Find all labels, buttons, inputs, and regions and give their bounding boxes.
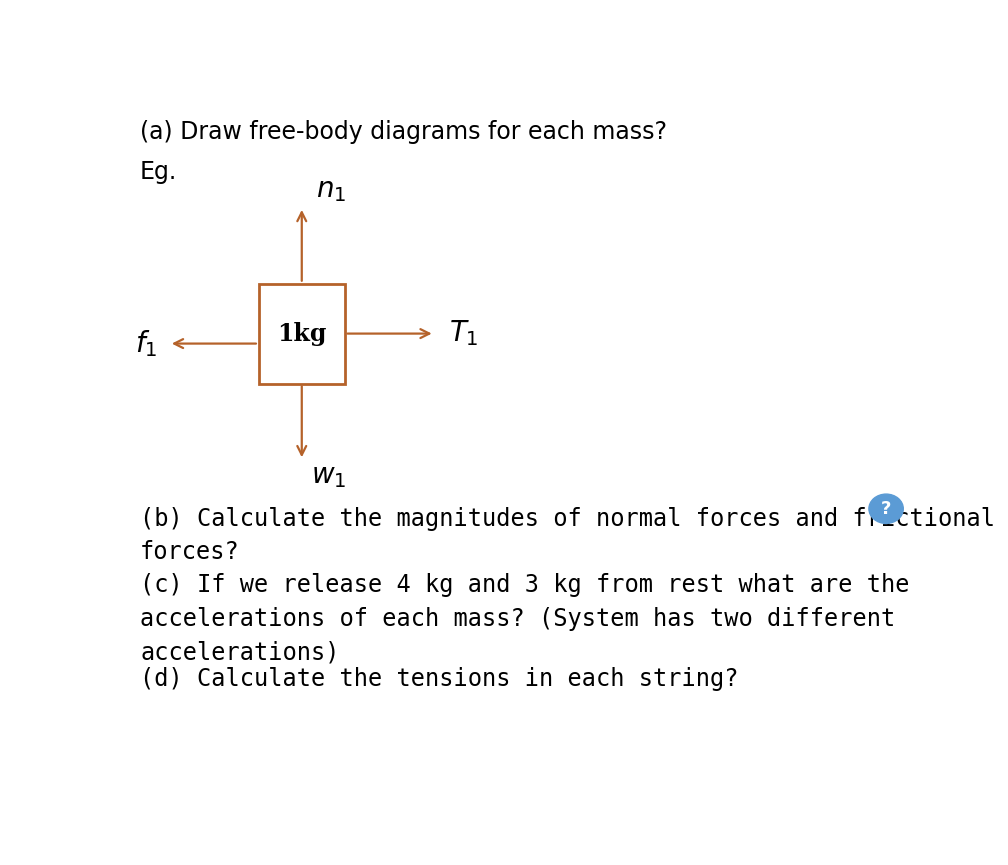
Text: $f_1$: $f_1$	[135, 328, 157, 359]
Circle shape	[869, 494, 903, 523]
Text: ?: ?	[881, 500, 891, 518]
Bar	[259, 284, 345, 383]
Text: (d) Calculate the tensions in each string?: (d) Calculate the tensions in each strin…	[140, 667, 739, 690]
Text: $w_1$: $w_1$	[311, 464, 347, 490]
Text: $T_1$: $T_1$	[449, 318, 478, 349]
Text: Eg.: Eg.	[140, 160, 177, 184]
Text: (a) Draw free-body diagrams for each mass?: (a) Draw free-body diagrams for each mas…	[140, 120, 667, 144]
Text: (b) Calculate the magnitudes of normal forces and frictional
forces?: (b) Calculate the magnitudes of normal f…	[140, 507, 995, 564]
Text: (c) If we release 4 kg and 3 kg from rest what are the
accelerations of each mas: (c) If we release 4 kg and 3 kg from res…	[140, 573, 909, 664]
Text: $n_1$: $n_1$	[316, 176, 346, 203]
Text: 1kg: 1kg	[277, 322, 327, 346]
